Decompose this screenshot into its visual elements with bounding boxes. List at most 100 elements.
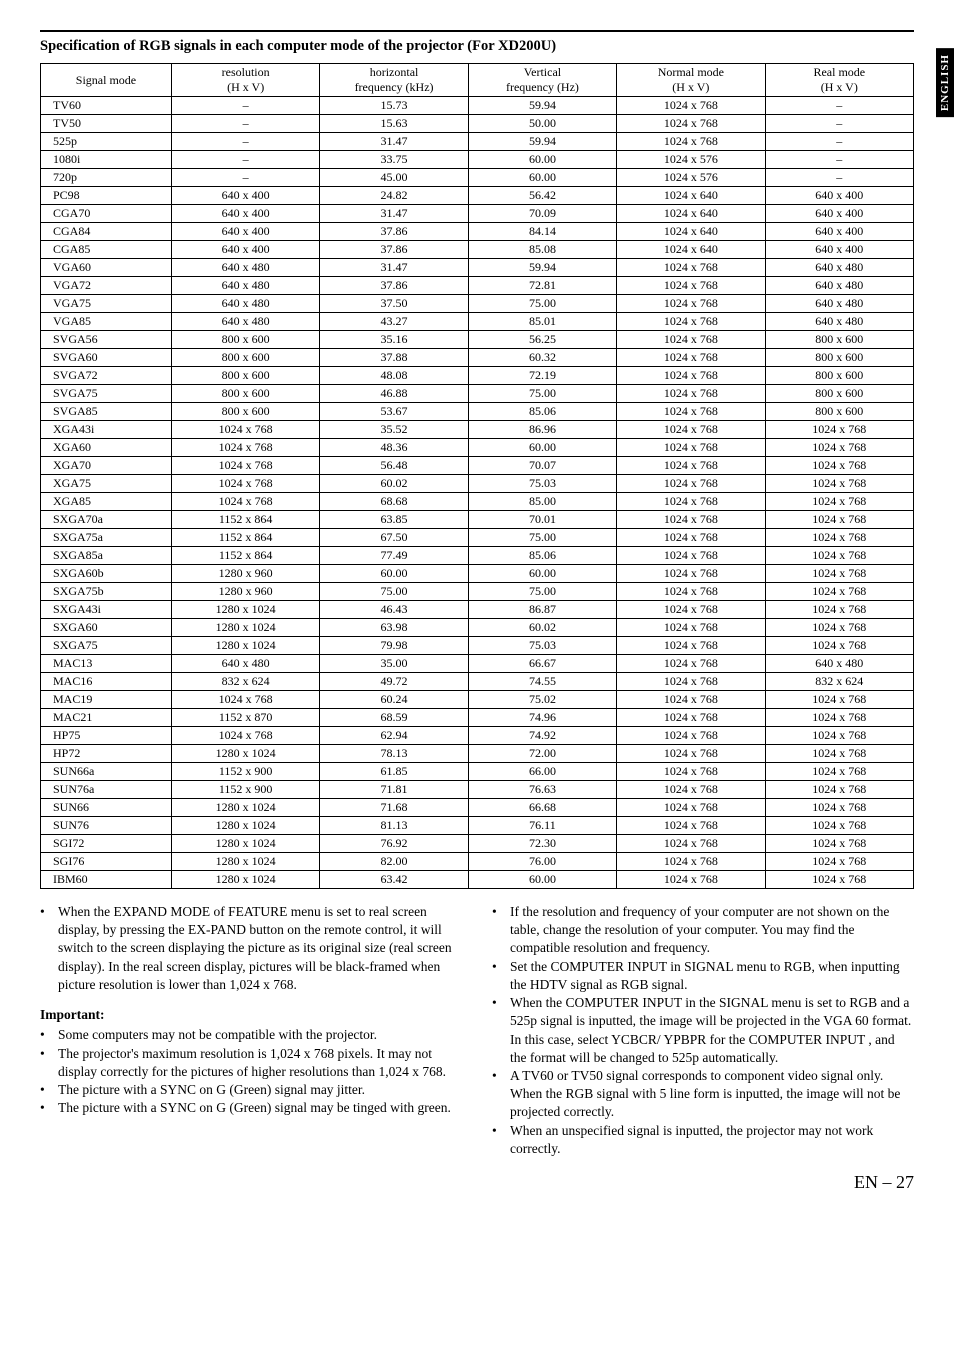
table-cell: 1024 x 768 (617, 673, 765, 691)
table-cell: 1024 x 768 (617, 97, 765, 115)
table-cell: 1280 x 1024 (171, 745, 319, 763)
table-cell: 1152 x 864 (171, 511, 319, 529)
table-cell: – (171, 151, 319, 169)
table-cell: 78.13 (320, 745, 468, 763)
table-cell: 82.00 (320, 853, 468, 871)
table-cell: 60.00 (468, 151, 616, 169)
note-tv60: A TV60 or TV50 signal corresponds to com… (510, 1067, 914, 1122)
table-cell: SVGA85 (41, 403, 172, 421)
table-cell: 70.09 (468, 205, 616, 223)
table-cell: XGA43i (41, 421, 172, 439)
table-cell: 60.02 (320, 475, 468, 493)
table-cell: 640 x 400 (171, 187, 319, 205)
table-cell: SVGA56 (41, 331, 172, 349)
table-cell: 1024 x 768 (617, 133, 765, 151)
table-row: SXGA70a1152 x 86463.8570.011024 x 768102… (41, 511, 914, 529)
table-row: CGA85640 x 40037.8685.081024 x 640640 x … (41, 241, 914, 259)
table-cell: 1024 x 768 (617, 637, 765, 655)
note-expand-mode: When the EXPAND MODE of FEATURE menu is … (58, 903, 462, 994)
table-cell: 1024 x 768 (171, 493, 319, 511)
table-cell: – (765, 133, 913, 151)
table-cell: 75.00 (468, 529, 616, 547)
table-cell: 1152 x 900 (171, 781, 319, 799)
table-cell: PC98 (41, 187, 172, 205)
table-cell: 35.16 (320, 331, 468, 349)
table-cell: 1024 x 768 (765, 421, 913, 439)
table-row: IBM601280 x 102463.4260.001024 x 7681024… (41, 871, 914, 889)
table-cell: 640 x 400 (765, 241, 913, 259)
table-cell: 1024 x 768 (765, 511, 913, 529)
table-cell: 1280 x 1024 (171, 619, 319, 637)
table-cell: 85.01 (468, 313, 616, 331)
table-row: SXGA43i1280 x 102446.4386.871024 x 76810… (41, 601, 914, 619)
table-cell: SXGA75b (41, 583, 172, 601)
table-cell: SXGA70a (41, 511, 172, 529)
table-cell: 76.92 (320, 835, 468, 853)
table-row: SXGA75b1280 x 96075.0075.001024 x 768102… (41, 583, 914, 601)
notes-right: •If the resolution and frequency of your… (492, 903, 914, 1158)
table-cell: – (171, 97, 319, 115)
table-cell: 1024 x 768 (765, 709, 913, 727)
table-cell: 59.94 (468, 97, 616, 115)
table-cell: SGI72 (41, 835, 172, 853)
table-row: CGA70640 x 40031.4770.091024 x 640640 x … (41, 205, 914, 223)
table-cell: – (765, 97, 913, 115)
table-row: TV50–15.6350.001024 x 768– (41, 115, 914, 133)
spec-title: Specification of RGB signals in each com… (40, 38, 914, 55)
table-cell: 37.88 (320, 349, 468, 367)
table-cell: 48.08 (320, 367, 468, 385)
table-cell: 525p (41, 133, 172, 151)
table-cell: 56.42 (468, 187, 616, 205)
table-cell: 71.81 (320, 781, 468, 799)
table-cell: 31.47 (320, 133, 468, 151)
table-row: VGA85640 x 48043.2785.011024 x 768640 x … (41, 313, 914, 331)
table-cell: 1024 x 768 (765, 439, 913, 457)
table-cell: 35.00 (320, 655, 468, 673)
table-cell: 84.14 (468, 223, 616, 241)
note-maxres: The projector's maximum resolution is 1,… (58, 1045, 462, 1081)
table-cell: 15.73 (320, 97, 468, 115)
table-cell: 72.00 (468, 745, 616, 763)
table-cell: 37.86 (320, 277, 468, 295)
table-row: SUN76a1152 x 90071.8176.631024 x 7681024… (41, 781, 914, 799)
table-row: 525p–31.4759.941024 x 768– (41, 133, 914, 151)
table-cell: 1280 x 960 (171, 565, 319, 583)
table-cell: 1024 x 768 (617, 691, 765, 709)
table-cell: SUN66a (41, 763, 172, 781)
table-cell: 61.85 (320, 763, 468, 781)
table-cell: 1024 x 768 (171, 475, 319, 493)
table-row: 720p–45.0060.001024 x 576– (41, 169, 914, 187)
table-cell: 800 x 600 (171, 403, 319, 421)
table-cell: 75.03 (468, 475, 616, 493)
table-row: SXGA75a1152 x 86467.5075.001024 x 768102… (41, 529, 914, 547)
table-row: XGA43i1024 x 76835.5286.961024 x 7681024… (41, 421, 914, 439)
table-cell: SXGA75a (41, 529, 172, 547)
table-cell: MAC21 (41, 709, 172, 727)
table-cell: 60.32 (468, 349, 616, 367)
table-cell: 1024 x 768 (765, 835, 913, 853)
note-sync-green: The picture with a SYNC on G (Green) sig… (58, 1099, 462, 1117)
table-cell: 45.00 (320, 169, 468, 187)
table-cell: 1024 x 768 (617, 511, 765, 529)
table-cell: SVGA75 (41, 385, 172, 403)
table-cell: 1024 x 768 (617, 727, 765, 745)
table-cell: – (171, 133, 319, 151)
table-cell: 60.00 (468, 439, 616, 457)
table-cell: 1024 x 768 (765, 745, 913, 763)
table-cell: XGA60 (41, 439, 172, 457)
table-row: XGA751024 x 76860.0275.031024 x 7681024 … (41, 475, 914, 493)
table-cell: 800 x 600 (171, 367, 319, 385)
table-cell: CGA84 (41, 223, 172, 241)
note-computer-input: Set the COMPUTER INPUT in SIGNAL menu to… (510, 958, 914, 994)
table-cell: VGA60 (41, 259, 172, 277)
table-cell: 81.13 (320, 817, 468, 835)
table-row: SXGA60b1280 x 96060.0060.001024 x 768102… (41, 565, 914, 583)
table-cell: SUN76 (41, 817, 172, 835)
table-cell: 60.00 (320, 565, 468, 583)
table-cell: 85.00 (468, 493, 616, 511)
table-cell: 60.24 (320, 691, 468, 709)
table-cell: 1024 x 768 (171, 439, 319, 457)
table-cell: 49.72 (320, 673, 468, 691)
table-cell: 1024 x 768 (617, 529, 765, 547)
table-cell: 1024 x 768 (617, 349, 765, 367)
